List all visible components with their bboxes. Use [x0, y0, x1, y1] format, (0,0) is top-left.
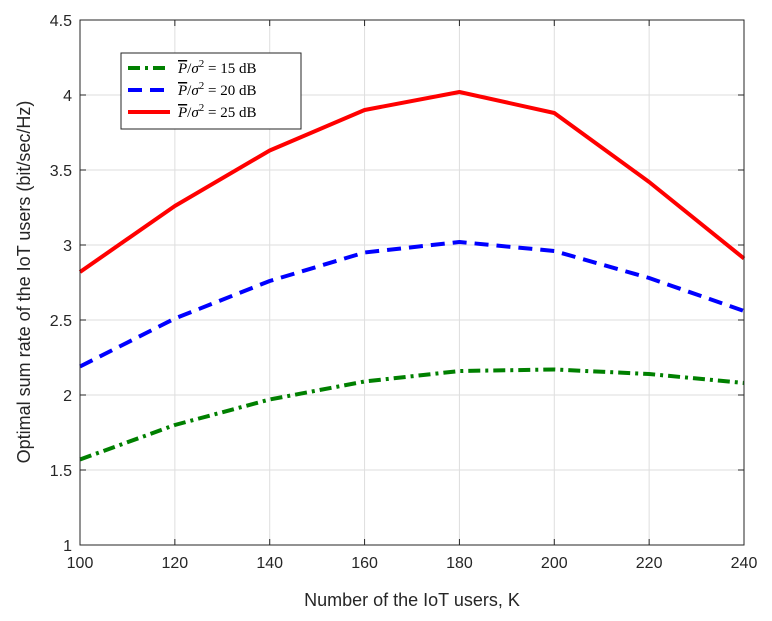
x-tick-label: 180 [446, 555, 473, 572]
legend: P/σ2 = 15 dB P/σ2 = 20 dB P/σ2 = 25 dB [120, 52, 302, 130]
x-tick-label: 120 [162, 555, 189, 572]
data-series [78, 90, 746, 462]
series-line-25db [78, 90, 746, 274]
y-tick-label: 3.5 [50, 163, 72, 180]
y-tick-label: 2.5 [50, 313, 72, 330]
y-tick-label: 4 [63, 88, 72, 105]
y-tick-label: 1.5 [50, 463, 72, 480]
y-tick-label: 1 [63, 538, 72, 555]
legend-entry-15db: P/σ2 = 15 dB [128, 58, 256, 77]
legend-label: P/σ2 = 15 dB [177, 58, 256, 77]
x-tick-labels: 100 120 140 160 180 200 220 240 [67, 555, 758, 572]
y-tick-labels: 1 1.5 2 2.5 3 3.5 4 4.5 [50, 13, 72, 555]
x-tick-label: 220 [636, 555, 663, 572]
x-axis-label: Number of the IoT users, K [304, 590, 520, 610]
series-line-15db [79, 367, 745, 462]
x-tick-label: 200 [541, 555, 568, 572]
legend-label: P/σ2 = 20 dB [177, 80, 256, 99]
x-tick-label: 100 [67, 555, 94, 572]
x-tick-label: 240 [731, 555, 758, 572]
legend-entry-20db: P/σ2 = 20 dB [128, 80, 256, 99]
legend-entry-25db: P/σ2 = 25 dB [128, 102, 256, 121]
y-tick-label: 4.5 [50, 13, 72, 30]
legend-label: P/σ2 = 25 dB [177, 102, 256, 121]
x-tick-label: 160 [351, 555, 378, 572]
series-line-20db [79, 240, 745, 369]
y-tick-label: 2 [63, 388, 72, 405]
y-tick-label: 3 [63, 238, 72, 255]
axis-ticks [79, 19, 745, 546]
y-axis-label: Optimal sum rate of the IoT users (bit/s… [14, 101, 34, 464]
plot-frame [79, 19, 745, 546]
x-tick-label: 140 [256, 555, 283, 572]
